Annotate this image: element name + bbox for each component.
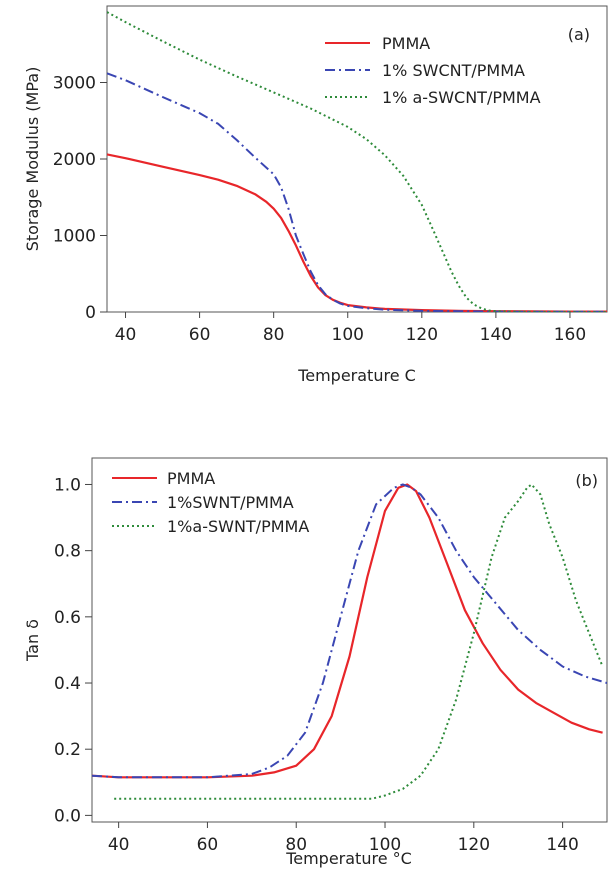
x-tick-label: 40 [115,325,137,345]
x-tick-label: 160 [554,325,586,345]
x-tick-label: 120 [458,835,490,855]
x-tick-label: 100 [332,325,364,345]
x-tick-label: 40 [108,835,130,855]
plot-frame [106,5,608,313]
y-tick-label: 1.0 [54,475,81,495]
x-tick-label: 80 [263,325,285,345]
legend-label: PMMA [382,34,430,53]
x-tick-label: 60 [197,835,219,855]
x-tick-label: 80 [285,835,307,855]
series-line-1-swcnt-pmma [107,72,607,312]
y-axis-ticks: 0.0 0.2 0.4 0.6 0.8 1.0 [54,475,92,826]
x-tick-label: 140 [546,835,578,855]
y-tick-label: 3000 [53,74,96,94]
series-line-pmma [107,153,607,312]
panel-label: (a) [568,25,590,44]
legend: PMMA 1% SWCNT/PMMA 1% a-SWCNT/PMMA [325,34,541,107]
series-lines [107,11,607,312]
y-tick-label: 0.4 [54,674,81,694]
y-axis-label: Tan δ [23,619,42,662]
x-axis-ticks: 40 60 80 100 120 140 [108,822,579,855]
x-axis-label: Temperature °C [285,849,412,868]
series-line-pmma [92,483,603,779]
legend: PMMA 1%SWNT/PMMA 1%a-SWNT/PMMA [112,469,309,536]
x-tick-label: 120 [406,325,438,345]
series-line-1-a-swnt-pmma [114,483,604,800]
y-tick-label: 0.6 [54,608,81,628]
series-lines [92,483,607,800]
legend-label: 1%SWNT/PMMA [167,493,294,512]
series-line-1-a-swcnt-pmma [107,11,607,312]
y-tick-label: 0.0 [54,806,81,826]
x-tick-label: 140 [480,325,512,345]
y-tick-label: 0.8 [54,542,81,562]
storage-modulus-chart: 40 60 80 100 120 140 160 0 1000 2000 3000 (a) PMM… [23,5,608,385]
panel-label: (b) [575,471,598,490]
plot-frame [91,457,608,823]
y-tick-label: 1000 [53,227,96,247]
legend-label: 1% a-SWCNT/PMMA [382,88,541,107]
legend-label: PMMA [167,469,215,488]
y-tick-label: 0.2 [54,740,81,760]
legend-label: 1% SWCNT/PMMA [382,61,525,80]
x-tick-label: 100 [369,835,401,855]
tan-delta-chart: 40 60 80 100 120 140 0.0 0.2 0.4 0.6 0.8 1.0 (b) P… [23,457,608,868]
y-tick-label: 0 [85,303,96,323]
y-axis-ticks: 0 1000 2000 3000 [53,74,107,323]
x-tick-label: 60 [189,325,211,345]
x-axis-ticks: 40 60 80 100 120 140 160 [115,312,586,345]
x-axis-label: Temperature C [297,366,416,385]
y-axis-label: Storage Modulus (MPa) [23,67,42,252]
legend-label: 1%a-SWNT/PMMA [167,517,309,536]
y-tick-label: 2000 [53,150,96,170]
